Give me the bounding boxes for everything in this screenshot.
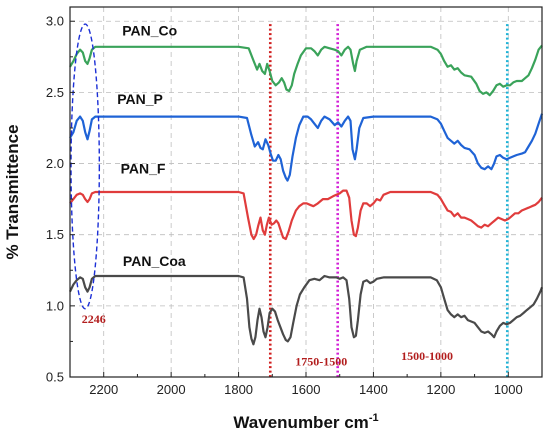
series-line-pan-p <box>69 113 544 182</box>
band-annotation: 2246 <box>82 312 106 326</box>
x-tick-label: 1600 <box>292 382 321 397</box>
y-tick-label: 0.5 <box>46 370 64 385</box>
annotations: PAN_Co PAN_P PAN_F PAN_Coa 2246 1750-1500 1500… <box>70 22 453 369</box>
series-line-pan-co <box>69 44 543 97</box>
ticks: 2200 2000 1800 1600 1400 1200 1000 0.5 1.0 1.5 2.0… <box>46 14 543 397</box>
x-tick-label: 1400 <box>359 382 388 397</box>
x-axis-title-superscript: -1 <box>369 412 379 424</box>
series-line-pan-coa <box>69 274 544 346</box>
x-tick-label: 1000 <box>494 382 523 397</box>
y-tick-label: 3.0 <box>46 14 64 29</box>
y-axis-title: % Transmittence <box>3 124 22 259</box>
x-tick-label: 1200 <box>426 382 455 397</box>
series-label: PAN_Co <box>122 22 177 38</box>
reference-lines <box>268 24 509 377</box>
grid-layer <box>70 7 542 378</box>
series-lines <box>69 44 544 346</box>
series-label: PAN_P <box>117 91 163 107</box>
y-tick-label: 2.5 <box>46 85 64 100</box>
series-line-pan-f <box>69 189 543 241</box>
x-tick-label: 2000 <box>157 382 186 397</box>
band-annotation: 1500-1000 <box>401 349 453 363</box>
series-label: PAN_F <box>121 161 166 177</box>
band-annotation: 1750-1500 <box>295 355 347 369</box>
x-axis-title: Wavenumber cm-1 <box>233 412 378 432</box>
y-tick-label: 2.0 <box>46 156 64 171</box>
y-tick-label: 1.5 <box>46 227 64 242</box>
x-tick-label: 1800 <box>224 382 253 397</box>
series-label: PAN_Coa <box>123 253 186 269</box>
x-tick-label: 2200 <box>89 382 118 397</box>
highlight-ellipse <box>70 23 101 310</box>
x-axis-title-text: Wavenumber cm <box>233 413 368 432</box>
y-tick-label: 1.0 <box>46 298 64 313</box>
